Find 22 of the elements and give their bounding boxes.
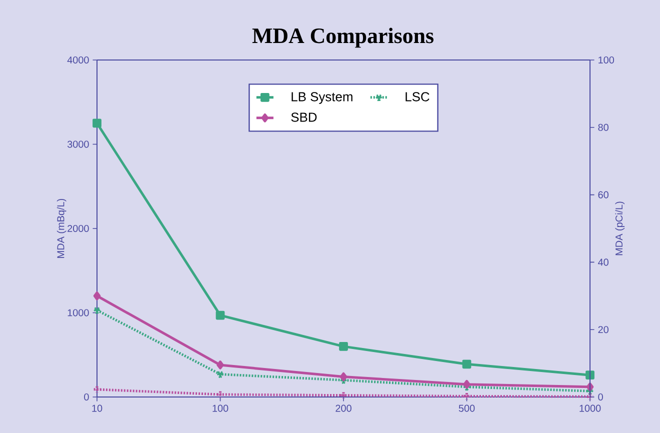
y2-tick-label: 80 bbox=[598, 124, 608, 131]
y-tick-label: 2000 bbox=[68, 224, 89, 232]
y-tick-label: 0 bbox=[84, 393, 89, 401]
legend-label: LB System bbox=[292, 92, 352, 104]
y-axis-title: MDA (mBq/L) bbox=[56, 198, 66, 258]
legend-label: SBD bbox=[291, 112, 317, 122]
x-tick-label: 100 bbox=[212, 404, 228, 412]
y2-tick-label: 0 bbox=[598, 393, 603, 401]
x-tick-label: 10 bbox=[92, 404, 102, 412]
x-tick-label: 200 bbox=[336, 404, 352, 412]
y-tick-label: 4000 bbox=[67, 56, 89, 64]
y-tick-label: 3000 bbox=[67, 140, 89, 148]
x-tick-label: 1000 bbox=[580, 404, 601, 412]
y2-tick-label: 60 bbox=[598, 191, 608, 198]
y2-tick-label: 40 bbox=[598, 258, 608, 266]
y-tick-label: 1000 bbox=[68, 309, 89, 316]
chart-title: MDA Comparisons bbox=[252, 28, 434, 48]
legend-label: LSC bbox=[406, 92, 430, 102]
y2-axis-title: MDA (pCi/L) bbox=[615, 202, 625, 256]
y2-tick-label: 20 bbox=[598, 326, 608, 334]
x-tick-label: 500 bbox=[458, 404, 475, 412]
y2-tick-label: 100 bbox=[598, 56, 614, 64]
